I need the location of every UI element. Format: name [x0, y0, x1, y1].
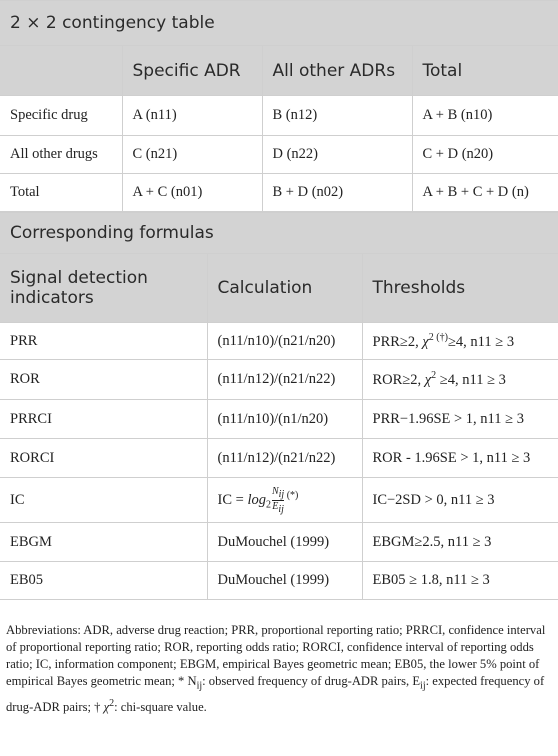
section-title: 2 × 2 contingency table — [0, 0, 558, 46]
table-cell: IC−2SD > 0, n11 ≥ 3 — [361, 477, 558, 523]
table-cell: C (n21) — [121, 135, 263, 174]
table-row: IC IC = log2 Nij Eij (*) IC−2SD > 0, n11 ≥ 3 — [0, 477, 558, 523]
header-cell: All other ADRs — [261, 45, 413, 96]
numerator: Nij — [271, 485, 285, 501]
superscript: (†) — [433, 331, 448, 343]
superscript: 2 — [109, 697, 115, 709]
text: IC = — [217, 491, 248, 508]
italic-text: χ — [103, 699, 110, 714]
text: PRR≥2, — [372, 333, 423, 350]
contingency-table: 2 × 2 contingency table Specific ADR All o… — [0, 0, 558, 212]
italic-text: log — [247, 491, 266, 508]
header-cell: Thresholds — [361, 253, 558, 323]
fraction: Nij Eij — [271, 485, 285, 515]
table-cell: Total — [0, 173, 123, 212]
table-cell: ROR≥2, χ2 ≥4, n11 ≥ 3 — [361, 359, 558, 400]
italic-text: χ — [424, 371, 432, 388]
table-cell: (n11/n10)/(n1/n20) — [206, 399, 363, 439]
table-cell: C + D (n20) — [411, 135, 558, 174]
table-cell: EBGM — [0, 522, 208, 562]
table-cell: EB05 ≥ 1.8, n11 ≥ 3 — [361, 561, 558, 600]
table-cell: PRR — [0, 322, 208, 360]
text: : expected frequency of drug-ADR pairs; … — [6, 674, 545, 714]
table-row: PRR (n11/n10)/(n21/n20) PRR≥2, χ2 (†)≥4, n… — [0, 322, 558, 360]
table-row: All other drugs C (n21) D (n22) C + D (n20) — [0, 135, 558, 174]
header-cell: Specific ADR — [121, 45, 263, 96]
table-cell: IC = log2 Nij Eij (*) — [206, 477, 363, 523]
superscript: 2 — [428, 331, 434, 343]
italic-text: χ — [422, 333, 429, 350]
subscript: 2 — [265, 499, 271, 511]
header-cell: Total — [411, 45, 558, 96]
table-row: Specific drug A (n11) B (n12) A + B (n10) — [0, 95, 558, 136]
table-cell: Specific drug — [0, 95, 123, 136]
text: ≥4, n11 ≥ 3 — [447, 333, 515, 350]
formulas-table: Corresponding formulas Signal detection i… — [0, 212, 558, 600]
table-cell: PRR−1.96SE > 1, n11 ≥ 3 — [361, 399, 558, 439]
table-cell: ROR - 1.96SE > 1, n11 ≥ 3 — [361, 438, 558, 478]
table-cell: B (n12) — [261, 95, 413, 136]
table-cell: B + D (n02) — [261, 173, 413, 212]
subscript: ij — [196, 680, 203, 692]
subscript: ij — [278, 503, 284, 515]
table-cell: IC — [0, 477, 208, 523]
table-cell: ROR — [0, 359, 208, 400]
table-cell: (n11/n12)/(n21/n22) — [206, 438, 363, 478]
table-cell: A + B + C + D (n) — [411, 173, 558, 212]
superscript: 2 — [431, 370, 437, 382]
text: ≥4, n11 ≥ 3 — [436, 371, 506, 388]
table-cell: DuMouchel (1999) — [206, 522, 363, 562]
header-cell: Calculation — [206, 253, 363, 323]
table-cell: D (n22) — [261, 135, 413, 174]
table-cell: EB05 — [0, 561, 208, 600]
header-row: Signal detection indicators Calculation Th… — [0, 253, 558, 323]
table-cell: DuMouchel (1999) — [206, 561, 363, 600]
subscript: ij — [278, 488, 285, 500]
section-row: Corresponding formulas — [0, 212, 558, 254]
section-row: 2 × 2 contingency table — [0, 0, 558, 46]
header-cell — [0, 45, 123, 96]
table-cell: PRR≥2, χ2 (†)≥4, n11 ≥ 3 — [361, 322, 558, 360]
denominator: Eij — [272, 501, 284, 515]
table-row: ROR (n11/n12)/(n21/n22) ROR≥2, χ2 ≥4, n11 … — [0, 359, 558, 400]
table-cell: A + B (n10) — [411, 95, 558, 136]
table-cell: (n11/n12)/(n21/n22) — [206, 359, 363, 400]
table-cell: (n11/n10)/(n21/n20) — [206, 322, 363, 360]
text: : chi-square value. — [114, 699, 207, 714]
text: E — [272, 500, 279, 512]
text: N — [271, 485, 279, 497]
table-cell: RORCI — [0, 438, 208, 478]
table-row: RORCI (n11/n12)/(n21/n22) ROR - 1.96SE > 1… — [0, 438, 558, 478]
header-cell: Signal detection indicators — [0, 253, 208, 323]
table-cell: EBGM≥2.5, n11 ≥ 3 — [361, 522, 558, 562]
header-row: Specific ADR All other ADRs Total — [0, 45, 558, 96]
footnote: Abbreviations: ADR, adverse drug reactio… — [0, 598, 558, 716]
table-row: PRRCI (n11/n10)/(n1/n20) PRR−1.96SE > 1, n… — [0, 399, 558, 439]
table-cell: A (n11) — [121, 95, 263, 136]
table-cell: All other drugs — [0, 135, 123, 174]
table-cell: A + C (n01) — [121, 173, 263, 212]
section-title: Corresponding formulas — [0, 212, 558, 254]
superscript: (*) — [284, 489, 299, 501]
table-cell: PRRCI — [0, 399, 208, 439]
table-row: Total A + C (n01) B + D (n02) A + B + C + D… — [0, 173, 558, 212]
text: : observed frequency of drug-ADR pairs, … — [202, 674, 421, 688]
text: Abbreviations: ADR, adverse drug reactio… — [6, 623, 546, 688]
table-row: EBGM DuMouchel (1999) EBGM≥2.5, n11 ≥ 3 — [0, 522, 558, 562]
table-row: EB05 DuMouchel (1999) EB05 ≥ 1.8, n11 ≥ 3 — [0, 561, 558, 600]
subscript: ij — [420, 680, 426, 692]
text: ROR≥2, — [372, 371, 425, 388]
